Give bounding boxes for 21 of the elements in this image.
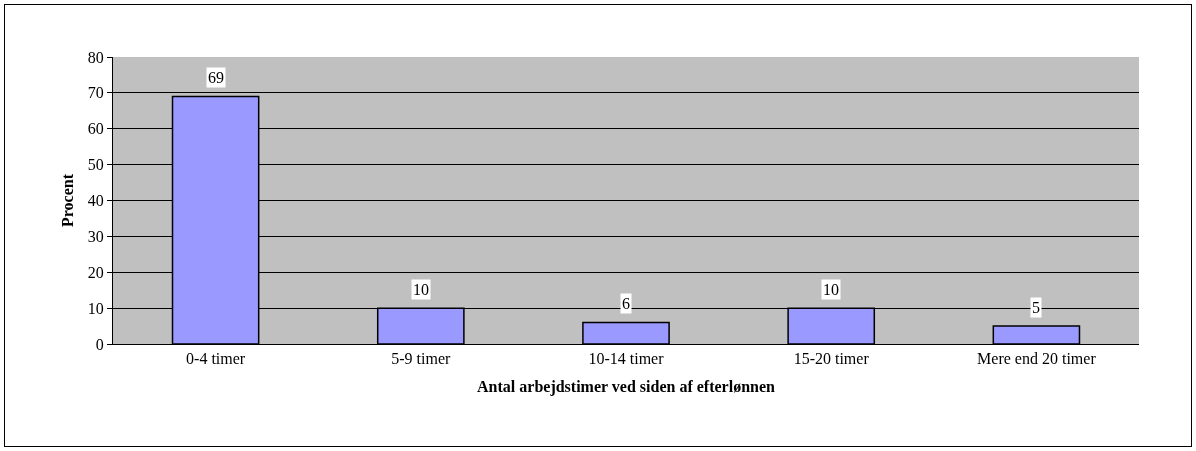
data-label: 5 — [1032, 299, 1040, 316]
data-label: 69 — [208, 69, 224, 86]
x-tick-label: 15-20 timer — [793, 350, 870, 368]
x-tick-label: 0-4 timer — [186, 350, 246, 368]
y-tick-label: 70 — [87, 84, 104, 102]
y-tick-label: 30 — [87, 227, 104, 245]
data-label: 10 — [413, 281, 429, 298]
y-tick-label: 10 — [87, 299, 104, 317]
y-tick-label: 40 — [87, 192, 104, 210]
x-tick-label: Mere end 20 timer — [977, 350, 1097, 368]
y-tick-label: 50 — [87, 156, 104, 174]
y-tick-label: 20 — [87, 263, 104, 281]
x-tick-label: 5-9 timer — [391, 350, 452, 368]
y-tick-label: 80 — [87, 48, 104, 66]
data-label: 10 — [823, 281, 839, 298]
y-axis-title: Procent — [58, 173, 76, 228]
y-tick-label: 60 — [87, 120, 104, 138]
x-tick-label: 10-14 timer — [588, 350, 665, 368]
data-label: 6 — [622, 295, 630, 312]
y-tick-label: 0 — [95, 335, 104, 353]
x-axis-title: Antal arbejdstimer ved siden af efterlønnen — [477, 377, 776, 396]
